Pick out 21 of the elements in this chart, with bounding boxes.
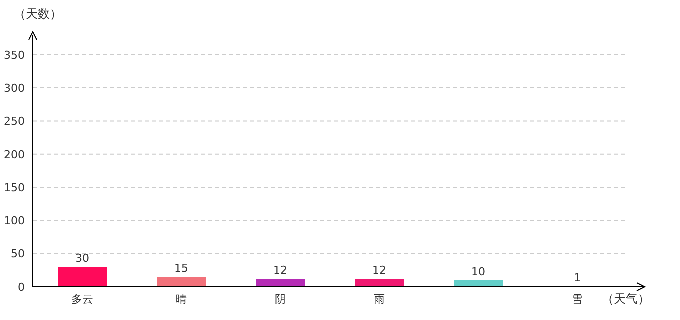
x-tick-label: 雪 [572, 292, 583, 306]
data-label: 30 [76, 252, 90, 266]
y-tick-label: 50 [11, 248, 25, 261]
y-tick-label: 350 [4, 48, 25, 62]
y-tick-label: 100 [4, 214, 25, 228]
y-tick-label: 250 [4, 115, 25, 128]
x-tick-label: 阴 [275, 292, 286, 306]
y-tick-label: 0 [18, 280, 25, 294]
data-label: 12 [372, 264, 386, 278]
x-tick-label: 雨 [374, 292, 385, 306]
x-axis-title: （天气） [602, 291, 650, 308]
x-tick-label: 晴 [176, 292, 187, 306]
y-axis-title: （天数） [14, 6, 62, 23]
data-label: 15 [174, 262, 188, 276]
data-label: 12 [274, 264, 288, 278]
y-tick-label: 300 [4, 82, 25, 95]
x-tick-label: 多云 [72, 292, 94, 306]
data-label: 10 [472, 265, 486, 278]
y-tick-label: 200 [4, 148, 25, 162]
y-tick-label: 150 [4, 181, 25, 194]
data-label: 1 [574, 271, 581, 284]
